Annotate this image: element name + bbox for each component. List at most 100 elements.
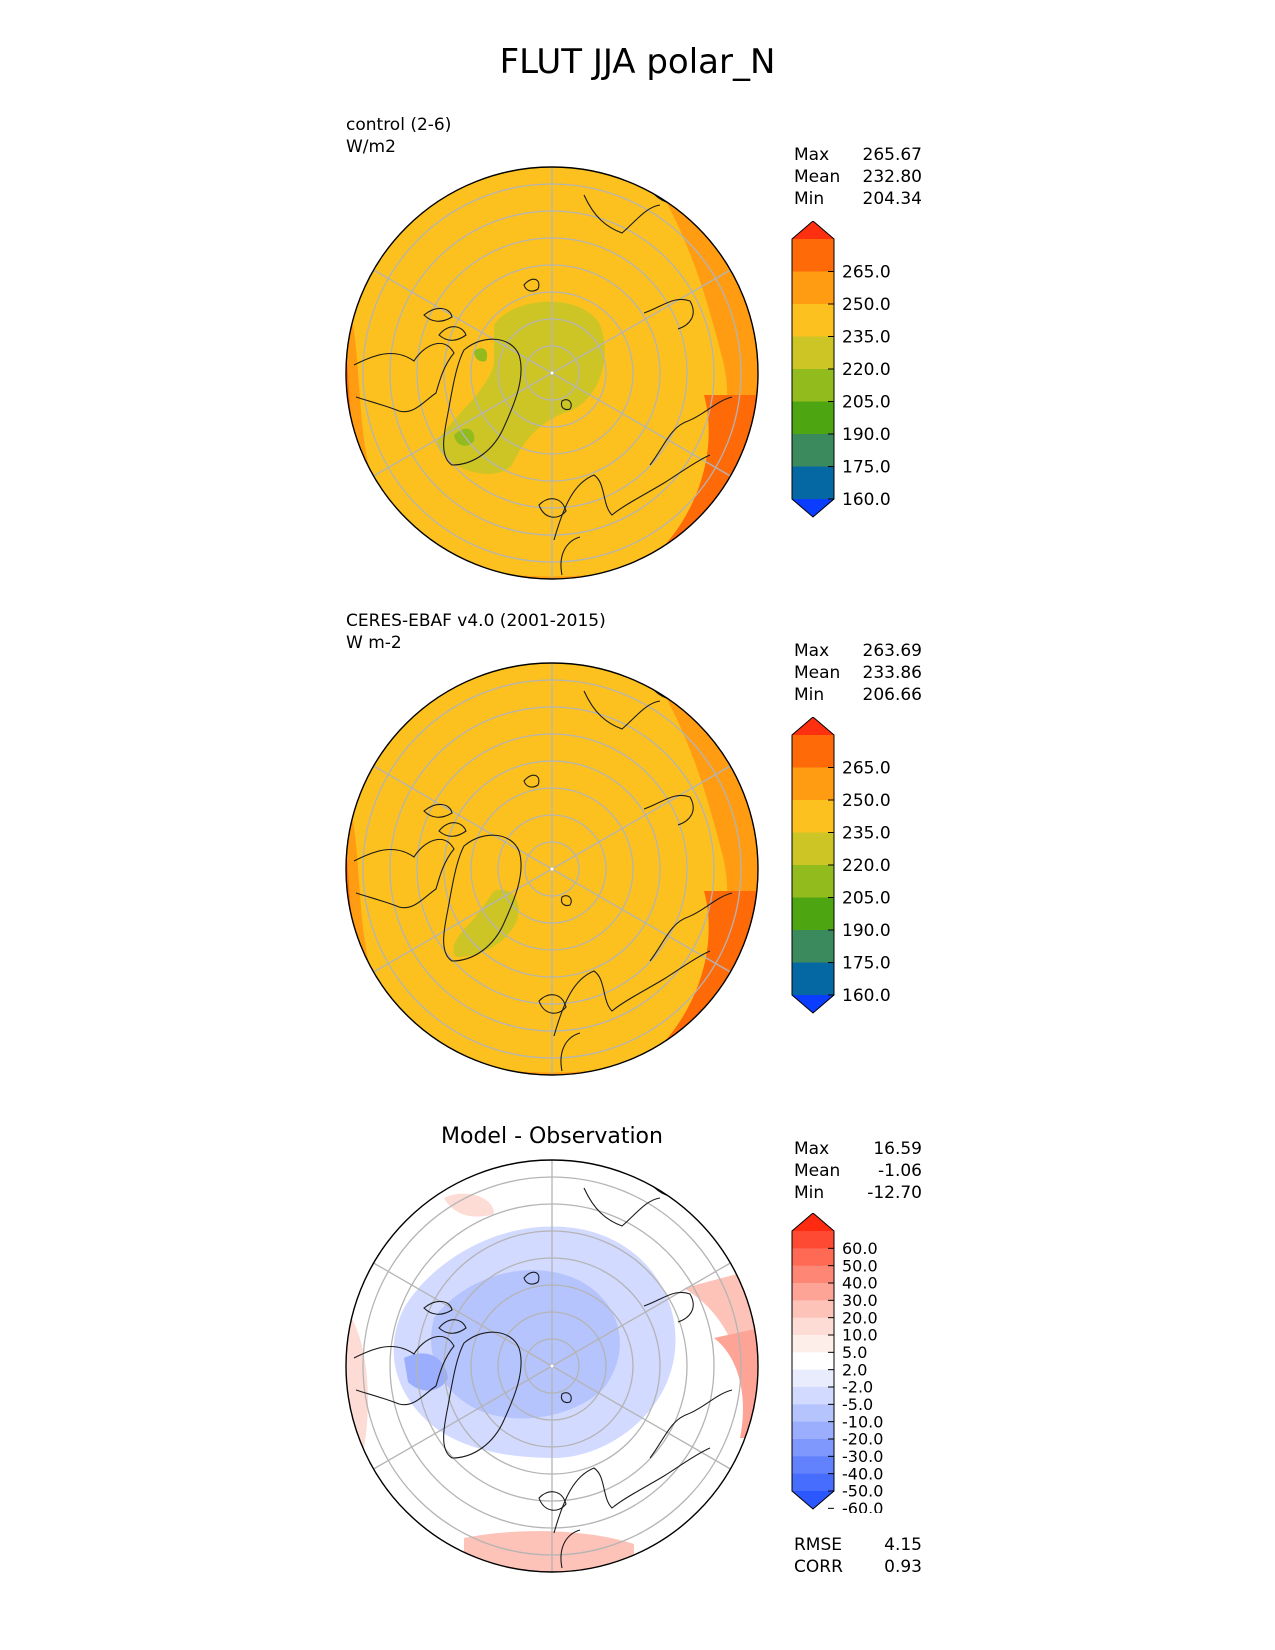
colorbar-segment [792, 239, 834, 272]
coastline [423, 803, 453, 818]
colorbar-tick-label: 10.0 [842, 1326, 878, 1345]
coastline [423, 1300, 453, 1315]
coastline [560, 895, 572, 907]
stat-min: Min -12.70 [794, 1183, 922, 1203]
coastline [560, 536, 581, 576]
colorbar-tick-label: 2.0 [842, 1360, 867, 1379]
colorbar-top-extension [792, 717, 834, 735]
longitude-line [551, 269, 731, 374]
stat-max: Max 263.69 [794, 641, 922, 661]
longitude-line [373, 765, 553, 870]
panel-1-label: control (2-6) W/m2 [346, 114, 451, 158]
metric-rmse: RMSE 4.15 [794, 1535, 922, 1555]
colorbar-segment [792, 369, 834, 402]
field-positive-anomaly [684, 1268, 758, 1458]
field-cold-core [474, 348, 488, 362]
colorbar-tick-label: 220.0 [842, 856, 891, 876]
colorbar-tick-label: 220.0 [842, 360, 891, 380]
colorbar-segment [792, 800, 834, 833]
stat-min: Min 206.66 [794, 685, 922, 705]
control-polar-map [345, 166, 759, 580]
coastline [538, 498, 567, 518]
colorbar-bottom-extension [792, 1491, 834, 1509]
coastline [560, 399, 572, 411]
coastline [538, 1491, 567, 1511]
north-pole-marker [550, 867, 554, 871]
coastline [438, 1319, 467, 1334]
colorbar-segment [792, 336, 834, 370]
coastline [538, 994, 567, 1014]
colorbar-segment [792, 1473, 834, 1492]
panel-2-title: CERES-EBAF v4.0 (2001-2015) [346, 611, 606, 631]
longitude-line [373, 1262, 553, 1367]
figure-title: FLUT JJA polar_N [499, 42, 776, 82]
colorbar-segment [792, 897, 834, 931]
colorbar-top-extension [792, 221, 834, 239]
colorbar-segment [792, 1439, 834, 1457]
panel-2-stats: Max 263.69 Mean 233.86 Min 206.66 [794, 640, 922, 706]
coastline [583, 194, 661, 234]
colorbar-tick-label: 235.0 [842, 823, 891, 843]
panel-2-label: CERES-EBAF v4.0 (2001-2015) W m-2 [346, 610, 606, 654]
colorbar-tick-label: 20.0 [842, 1308, 878, 1327]
coastline [443, 338, 522, 466]
colorbar-tick-label: -50.0 [842, 1482, 883, 1501]
colorbar-tick-label: 205.0 [842, 392, 891, 412]
longitude-line [373, 868, 553, 973]
diff-panel-title: Model - Observation [441, 1124, 663, 1149]
coastline [423, 307, 453, 322]
coastline [523, 278, 540, 292]
colorbar-tick-label: 235.0 [842, 327, 891, 347]
map-boundary [345, 1159, 759, 1573]
longitude-line [551, 1262, 731, 1367]
coastline [438, 822, 467, 837]
longitude-line [373, 1365, 553, 1470]
coastline [353, 342, 455, 413]
colorbar-tick-label: -5.0 [842, 1395, 873, 1414]
colorbar-segment [792, 466, 834, 500]
colorbar-top-extension [792, 1213, 834, 1231]
colorbar-tick-label: 60.0 [842, 1239, 878, 1258]
field-positive-anomaly [444, 1193, 494, 1217]
colorbar-tick-label: 160.0 [842, 986, 891, 1006]
colorbar-tick-label: 265.0 [842, 758, 891, 778]
coastline [560, 1392, 572, 1404]
field-cold-arctic [436, 301, 605, 474]
panel-2-units: W m-2 [346, 633, 402, 653]
coastline [353, 838, 455, 909]
north-pole-marker [550, 371, 554, 375]
colorbar-segment [792, 962, 834, 996]
difference-polar-map [345, 1159, 759, 1573]
panel-3-stats: Max 16.59 Mean -1.06 Min -12.70 [794, 1138, 922, 1204]
field-positive-anomaly-strong [714, 1328, 758, 1438]
colorbar-tick-label: 160.0 [842, 490, 891, 510]
colorbar-segment [792, 832, 834, 866]
colorbar-tick-label: 205.0 [842, 888, 891, 908]
field-negative-anomaly-strong [431, 1270, 620, 1419]
coastline [353, 1335, 455, 1406]
stat-max: Max 16.59 [794, 1139, 922, 1159]
colorbar-bottom-extension [792, 995, 834, 1013]
stat-min: Min 204.34 [794, 189, 922, 209]
colorbar-3: 60.050.040.030.020.010.05.02.0-2.0-5.0-1… [791, 1213, 883, 1513]
colorbar-segment [792, 1300, 834, 1319]
coastline [443, 834, 522, 962]
colorbar-tick-label: 50.0 [842, 1256, 878, 1275]
stat-max: Max 265.67 [794, 145, 922, 165]
colorbar-segment [792, 401, 834, 435]
field-positive-anomaly [464, 1531, 634, 1572]
colorbar-tick-label: 175.0 [842, 953, 891, 973]
colorbar-tick-label: 30.0 [842, 1291, 878, 1310]
colorbar-segment [792, 304, 834, 337]
coastline [553, 950, 711, 1037]
longitude-line [551, 1365, 731, 1470]
coastline [523, 1271, 540, 1285]
colorbar-bottom-extension [792, 499, 834, 517]
panel-1-title: control (2-6) [346, 115, 452, 135]
colorbar-tick-label: 190.0 [842, 921, 891, 941]
coastline [553, 1447, 711, 1534]
coastline [523, 774, 540, 788]
coastline [583, 690, 661, 730]
stat-mean: Mean 233.86 [794, 663, 922, 683]
panel-1-stats: Max 265.67 Mean 232.80 Min 204.34 [794, 144, 922, 210]
